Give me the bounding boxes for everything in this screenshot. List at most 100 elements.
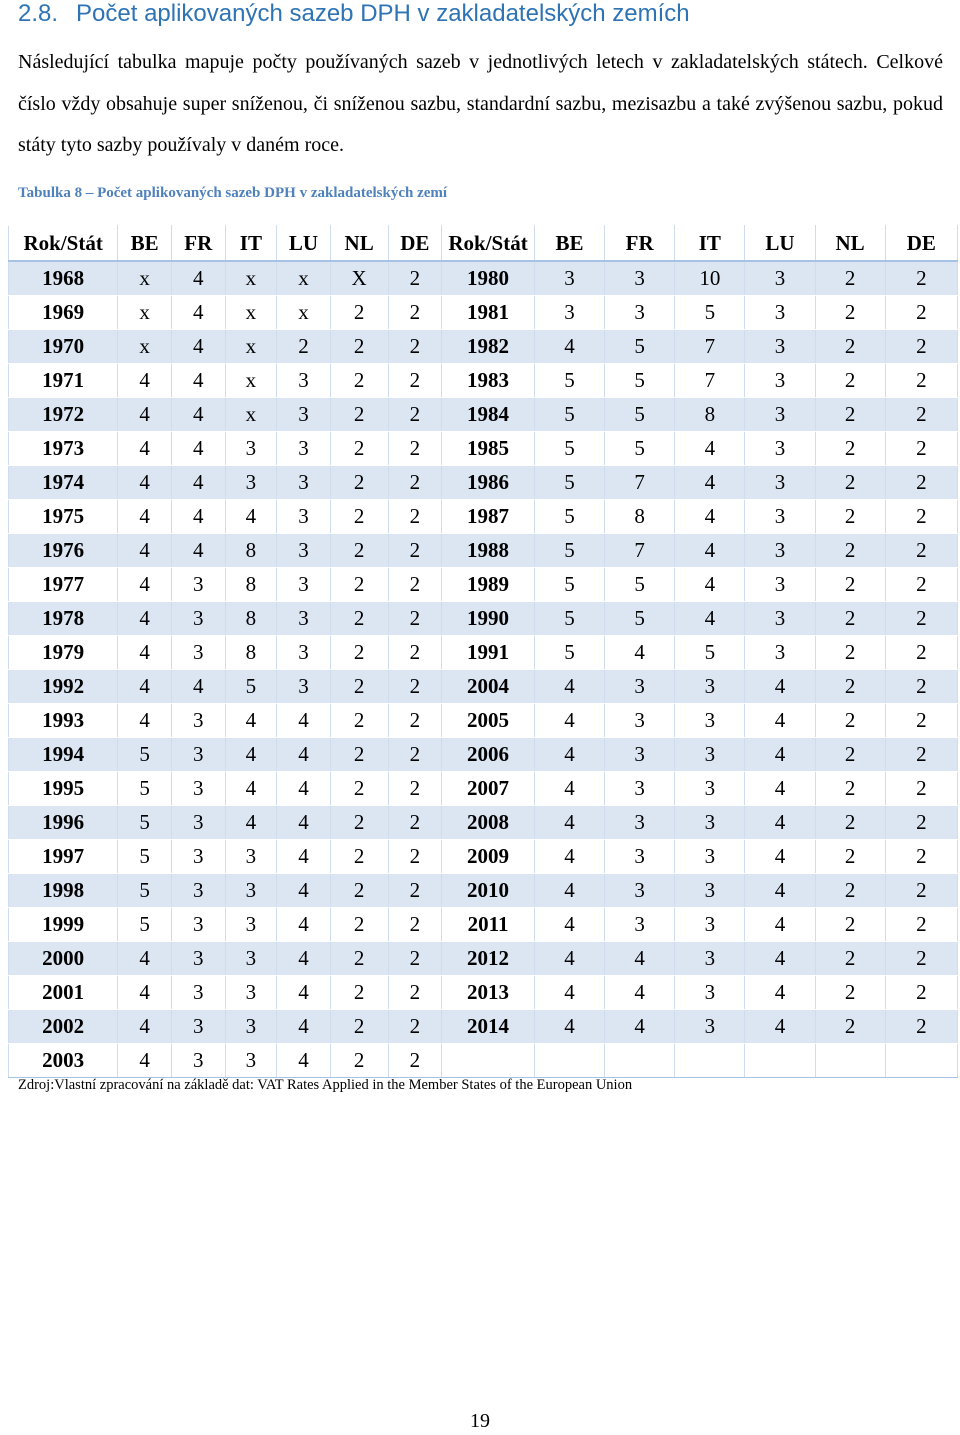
rate-count-cell: 3: [604, 839, 676, 874]
table-row: 1970 x 4 x 2 2 2 1982 4 5 7 3 2 2: [7, 329, 959, 364]
rate-count-cell: 3: [674, 1009, 746, 1044]
rate-count-cell: 4: [170, 669, 226, 704]
rate-count-cell: 4: [744, 941, 816, 976]
rate-count-cell: 3: [533, 295, 606, 330]
rate-count-cell: 5: [533, 465, 606, 500]
column-header: FR: [170, 225, 226, 262]
rate-count-cell: 5: [533, 567, 606, 602]
rate-count-cell: 2: [387, 363, 443, 398]
rate-count-cell: 3: [533, 260, 606, 296]
rate-count-cell: 3: [224, 873, 278, 908]
year-cell: 2006: [441, 737, 535, 772]
year-cell: 2000: [7, 941, 119, 976]
rate-count-cell: 2: [387, 499, 443, 534]
rate-count-cell: 5: [533, 601, 606, 636]
column-header: BE: [533, 225, 606, 262]
rate-count-cell: 2: [387, 533, 443, 568]
rate-count-cell: 3: [744, 567, 816, 602]
page-number: 19: [470, 1410, 490, 1432]
rate-count-cell: 4: [117, 975, 172, 1010]
rate-count-cell: 8: [224, 533, 278, 568]
rate-count-cell: 4: [117, 567, 172, 602]
rate-count-cell: 4: [744, 873, 816, 908]
year-cell: 1977: [7, 567, 119, 602]
column-header: LU: [276, 225, 331, 262]
rate-count-cell: 2: [884, 363, 959, 398]
table-row: 1976 4 4 8 3 2 2 1988 5 7 4 3 2 2: [7, 533, 959, 568]
rate-count-cell: 4: [674, 601, 746, 636]
rate-count-cell: 3: [604, 260, 676, 296]
rate-count-cell: 3: [224, 907, 278, 942]
rate-count-cell: 5: [674, 635, 746, 670]
rate-count-cell: 3: [604, 805, 676, 840]
rate-count-cell: 3: [224, 465, 278, 500]
rate-count-cell: 2: [329, 635, 389, 670]
rate-count-cell: 3: [674, 839, 746, 874]
rate-count-cell: 4: [276, 873, 331, 908]
rate-count-cell: 4: [117, 669, 172, 704]
rate-count-cell: 5: [533, 431, 606, 466]
rate-count-cell: 2: [814, 839, 886, 874]
rate-count-cell: 3: [170, 737, 226, 772]
rate-count-cell: 2: [814, 397, 886, 432]
column-header: Rok/Stát: [441, 225, 535, 262]
table-row: 1979 4 3 8 3 2 2 1991 5 4 5 3 2 2: [7, 635, 959, 670]
column-header: DE: [884, 225, 959, 262]
rate-count-cell: 4: [276, 1009, 331, 1044]
rate-count-cell: 4: [276, 941, 331, 976]
year-cell: 1970: [7, 329, 119, 364]
rate-count-cell: 2: [387, 907, 443, 942]
rate-count-cell: 2: [814, 499, 886, 534]
rate-count-cell: 3: [744, 397, 816, 432]
year-cell: 2004: [441, 669, 535, 704]
rate-count-cell: 2: [329, 363, 389, 398]
rate-count-cell: 2: [814, 363, 886, 398]
rate-count-cell: 4: [170, 499, 226, 534]
year-cell: 2010: [441, 873, 535, 908]
year-cell: 1993: [7, 703, 119, 738]
rate-count-cell: 5: [533, 397, 606, 432]
rate-count-cell: 3: [276, 465, 331, 500]
rate-count-cell: X: [329, 260, 389, 296]
rate-count-cell: 4: [170, 465, 226, 500]
rate-count-cell: 3: [744, 499, 816, 534]
rate-count-cell: 8: [224, 601, 278, 636]
rate-count-cell: 3: [744, 363, 816, 398]
year-cell: 2005: [441, 703, 535, 738]
year-cell: 1979: [7, 635, 119, 670]
year-cell: 2001: [7, 975, 119, 1010]
rate-count-cell: 2: [884, 1009, 959, 1044]
rate-count-cell: 2: [329, 669, 389, 704]
rate-count-cell: 2: [884, 873, 959, 908]
rate-count-cell: [884, 1043, 959, 1078]
table-row: 1998 5 3 3 4 2 2 2010 4 3 3 4 2 2: [7, 873, 959, 908]
rate-count-cell: 3: [170, 907, 226, 942]
year-cell: 1991: [441, 635, 535, 670]
rate-count-cell: 2: [329, 941, 389, 976]
table-row: 1973 4 4 3 3 2 2 1985 5 5 4 3 2 2: [7, 431, 959, 466]
rate-count-cell: 4: [224, 737, 278, 772]
rate-count-cell: 4: [533, 737, 606, 772]
year-cell: 1984: [441, 397, 535, 432]
rate-count-cell: 3: [744, 465, 816, 500]
rate-count-cell: 4: [276, 839, 331, 874]
rate-count-cell: 4: [276, 907, 331, 942]
year-cell: 1992: [7, 669, 119, 704]
year-cell: 1996: [7, 805, 119, 840]
table-row: 1971 4 4 x 3 2 2 1983 5 5 7 3 2 2: [7, 363, 959, 398]
rate-count-cell: 4: [276, 737, 331, 772]
rate-count-cell: 3: [744, 295, 816, 330]
rate-count-cell: 4: [170, 431, 226, 466]
rate-count-cell: x: [276, 260, 331, 296]
rate-count-cell: 4: [170, 329, 226, 364]
table-row: 1969 x 4 x x 2 2 1981 3 3 5 3 2 2: [7, 295, 959, 330]
rate-count-cell: 4: [744, 975, 816, 1010]
rate-count-cell: 4: [170, 533, 226, 568]
rate-count-cell: 4: [117, 635, 172, 670]
year-cell: 1999: [7, 907, 119, 942]
rate-count-cell: 5: [604, 329, 676, 364]
year-cell: 1968: [7, 260, 119, 296]
rate-count-cell: 2: [814, 669, 886, 704]
rate-count-cell: 8: [224, 635, 278, 670]
rate-count-cell: 5: [117, 873, 172, 908]
